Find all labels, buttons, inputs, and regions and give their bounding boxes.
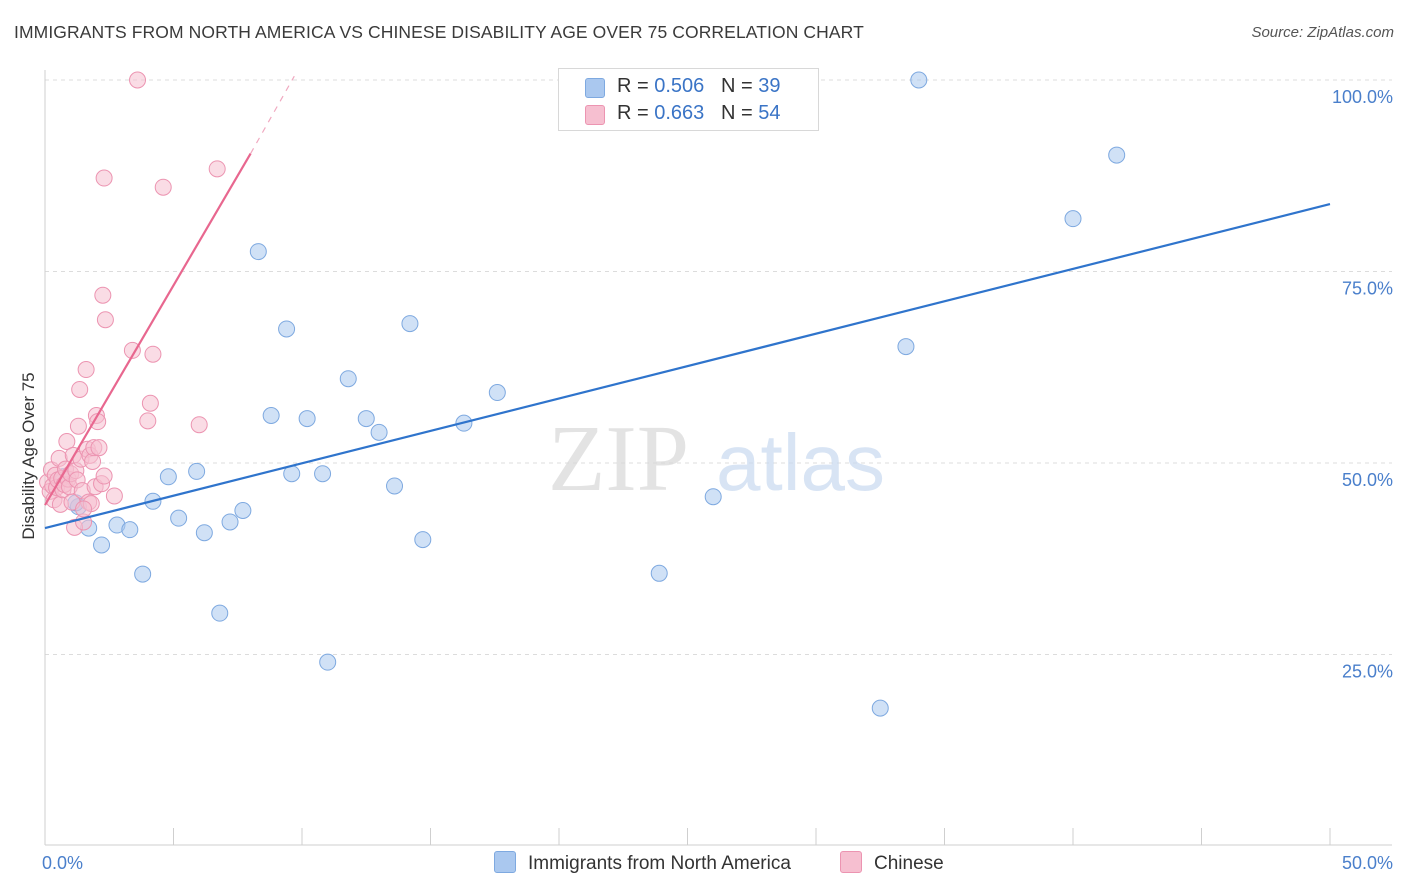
point-chinese-47: [141, 394, 159, 412]
bottom-legend-label-north-america: Immigrants from North America: [528, 853, 791, 874]
point-north-america-29: [488, 384, 506, 402]
bottom-legend-swatch-chinese: [840, 851, 862, 873]
point-chinese-49: [154, 178, 172, 196]
x-tick-label-1: 50.0%: [1342, 853, 1393, 873]
point-north-america-24: [370, 423, 388, 441]
point-north-america-26: [401, 315, 419, 333]
point-north-america-12: [211, 604, 229, 622]
point-north-america-15: [249, 243, 267, 261]
point-north-america-3: [93, 536, 111, 554]
point-chinese-44: [105, 487, 123, 505]
x-tick-label-0: 0.0%: [42, 853, 83, 873]
data-points: [39, 71, 1126, 717]
point-north-america-11: [195, 524, 213, 542]
tick-labels: 25.0% 50.0% 75.0% 100.0% 0.0% 50.0%: [42, 87, 1393, 873]
watermark-zip: ZIP: [548, 407, 689, 511]
point-chinese-51: [190, 416, 208, 434]
chart-title: IMMIGRANTS FROM NORTH AMERICA VS CHINESE…: [14, 22, 864, 42]
legend-n-value-chinese: 54: [758, 102, 781, 124]
point-chinese-42: [95, 169, 113, 187]
point-north-america-5: [121, 521, 139, 539]
y-tick-label-2: 75.0%: [1342, 279, 1393, 299]
point-chinese-43: [96, 311, 114, 329]
point-north-america-31: [650, 564, 668, 582]
point-chinese-24: [71, 380, 89, 398]
point-chinese-45: [123, 341, 141, 359]
point-north-america-37: [1108, 146, 1126, 164]
point-north-america-25: [386, 477, 404, 495]
point-chinese-23: [69, 417, 87, 435]
point-chinese-38: [90, 439, 108, 457]
point-north-america-33: [871, 699, 889, 717]
point-north-america-20: [314, 465, 332, 483]
point-north-america-21: [319, 653, 337, 671]
point-chinese-53: [75, 500, 93, 518]
watermark-atlas: atlas: [716, 418, 885, 507]
gridlines: [45, 79, 1392, 655]
axes: [44, 70, 1392, 846]
bottom-legend-swatch-north-america: [494, 851, 516, 873]
trend-lines: [44, 75, 1331, 530]
watermark: ZIP atlas: [548, 407, 885, 511]
point-north-america-23: [357, 410, 375, 428]
stats-legend: R = 0.506 N = 39 R = 0.663 N = 54: [558, 68, 819, 131]
bottom-legend-label-chinese: Chinese: [874, 853, 944, 874]
point-chinese-14: [58, 433, 76, 451]
point-chinese-52: [208, 160, 226, 178]
point-north-america-27: [414, 531, 432, 549]
point-north-america-19: [298, 410, 316, 428]
point-north-america-16: [262, 407, 280, 425]
bottom-legend-chinese: Chinese: [840, 851, 944, 875]
point-chinese-50: [139, 412, 157, 430]
source-label: Source: ZipAtlas.com: [1251, 24, 1394, 41]
trend-line-chinese: [44, 152, 252, 506]
point-north-america-14: [234, 501, 252, 519]
point-chinese-48: [144, 345, 162, 363]
legend-r-value-north-america: 0.506: [654, 75, 705, 97]
point-north-america-34: [897, 338, 915, 356]
y-tick-label-3: 100.0%: [1332, 87, 1393, 107]
point-north-america-6: [134, 565, 152, 583]
point-north-america-17: [278, 320, 296, 338]
point-north-america-8: [159, 468, 177, 486]
point-north-america-9: [170, 509, 188, 527]
point-north-america-22: [339, 370, 357, 388]
point-chinese-46: [129, 71, 147, 89]
legend-r-value-chinese: 0.663: [654, 102, 705, 124]
trend-line-north-america: [44, 203, 1331, 530]
point-north-america-32: [704, 488, 722, 506]
legend-n-value-north-america: 39: [758, 75, 781, 97]
y-axis-label: Disability Age Over 75: [19, 372, 38, 539]
point-north-america-13: [221, 513, 239, 531]
trend-line-chinese-extension: [250, 75, 295, 154]
point-north-america-10: [188, 462, 206, 480]
point-north-america-35: [910, 71, 928, 89]
y-tick-label-1: 50.0%: [1342, 470, 1393, 490]
point-chinese-41: [95, 467, 113, 485]
point-chinese-28: [77, 361, 95, 379]
bottom-legend-north-america: Immigrants from North America: [494, 851, 791, 875]
point-chinese-40: [94, 286, 112, 304]
legend-swatch-north-america: [585, 78, 605, 98]
y-tick-label-0: 25.0%: [1342, 662, 1393, 682]
point-north-america-36: [1064, 210, 1082, 228]
legend-swatch-chinese: [585, 105, 605, 125]
